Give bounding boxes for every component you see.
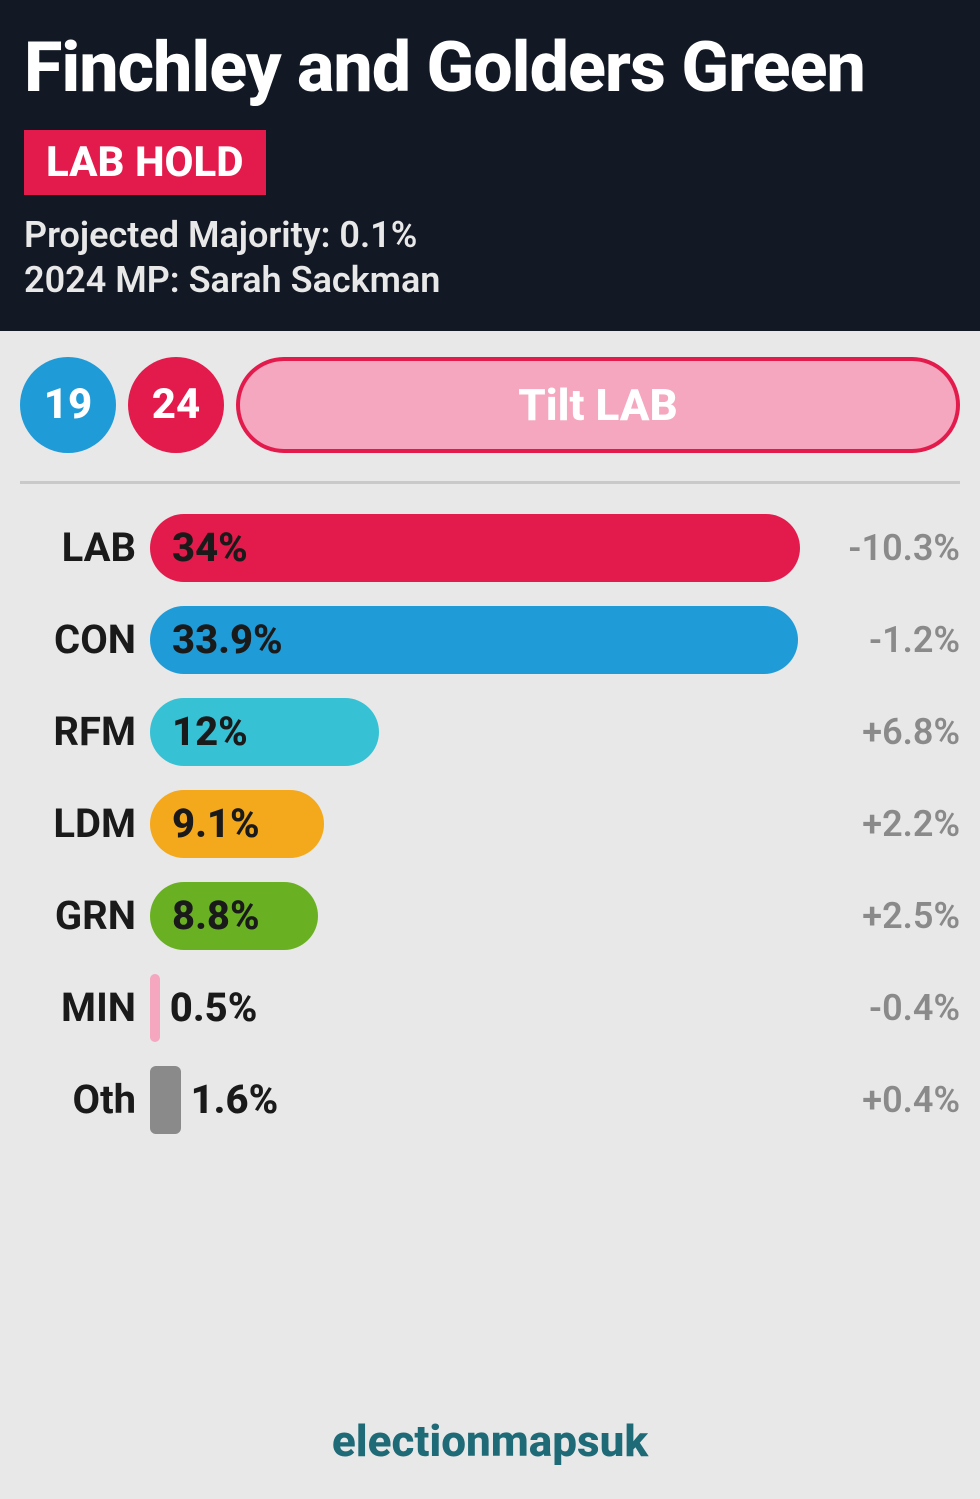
bar-fill (150, 1066, 181, 1134)
bar-fill: 34% (150, 514, 800, 582)
bar-value: 12% (150, 708, 248, 755)
bar-label: CON (20, 616, 150, 663)
result-card: Finchley and Golders Green LAB HOLD Proj… (0, 0, 980, 1499)
tilt-pill: Tilt LAB (236, 357, 960, 453)
bar-change: -1.2% (800, 619, 960, 661)
bar-label: RFM (20, 708, 150, 755)
bar-fill (150, 974, 160, 1042)
hold-badge: LAB HOLD (24, 130, 266, 195)
bar-change: +2.5% (800, 895, 960, 937)
bar-change: -0.4% (800, 987, 960, 1029)
bar-row: Oth 1.6% +0.4% (20, 1066, 960, 1134)
bar-chart: LAB34% -10.3% CON33.9% -1.2% RFM12% +6.8% LDM9… (20, 514, 960, 1134)
year-prev-pill: 19 (20, 357, 116, 453)
bar-row: CON33.9% -1.2% (20, 606, 960, 674)
bar-change: +6.8% (800, 711, 960, 753)
bar-row: LAB34% -10.3% (20, 514, 960, 582)
constituency-title: Finchley and Golders Green (24, 32, 956, 106)
meta-block: Projected Majority: 0.1% 2024 MP: Sarah … (24, 213, 956, 303)
bar-row: MIN 0.5% -0.4% (20, 974, 960, 1042)
bar-label: LDM (20, 800, 150, 847)
bar-row: RFM12% +6.8% (20, 698, 960, 766)
body: 19 24 Tilt LAB LAB34% -10.3% CON33.9% -1.2%… (0, 331, 980, 1499)
majority-line: Projected Majority: 0.1% (24, 213, 956, 258)
bar-track: 34% (150, 514, 800, 582)
bar-label: LAB (20, 524, 150, 571)
bar-label: Oth (20, 1076, 150, 1123)
bar-row: GRN8.8% +2.5% (20, 882, 960, 950)
bar-track: 9.1% (150, 790, 800, 858)
mp-line: 2024 MP: Sarah Sackman (24, 258, 956, 303)
bar-label: MIN (20, 984, 150, 1031)
bar-row: LDM9.1% +2.2% (20, 790, 960, 858)
bar-track: 1.6% (150, 1066, 800, 1134)
header: Finchley and Golders Green LAB HOLD Proj… (0, 0, 980, 331)
bar-track: 8.8% (150, 882, 800, 950)
bar-change: +2.2% (800, 803, 960, 845)
bar-value: 8.8% (150, 892, 260, 939)
bar-value: 34% (150, 524, 248, 571)
bar-track: 0.5% (150, 974, 800, 1042)
bar-label: GRN (20, 892, 150, 939)
footer-credit: electionmapsuk (20, 1397, 960, 1489)
year-curr-pill: 24 (128, 357, 224, 453)
bar-fill: 12% (150, 698, 379, 766)
bar-fill: 8.8% (150, 882, 318, 950)
bar-value: 1.6% (183, 1076, 279, 1123)
bar-value: 33.9% (150, 616, 283, 663)
bar-value: 9.1% (150, 800, 260, 847)
bar-track: 33.9% (150, 606, 800, 674)
bar-value: 0.5% (162, 984, 258, 1031)
bar-fill: 33.9% (150, 606, 798, 674)
bar-track: 12% (150, 698, 800, 766)
bar-change: +0.4% (800, 1079, 960, 1121)
bar-fill: 9.1% (150, 790, 324, 858)
pill-row: 19 24 Tilt LAB (20, 357, 960, 484)
bar-change: -10.3% (800, 527, 960, 569)
